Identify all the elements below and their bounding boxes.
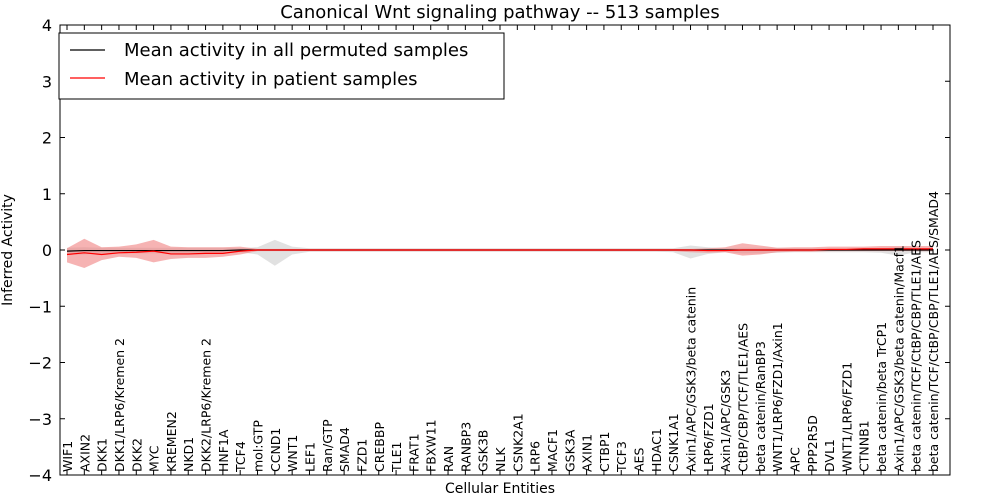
y-tick-label: 3 [42,72,52,91]
x-tick-label: WNT1 [285,435,300,472]
x-tick-label: TCF4 [233,441,248,473]
x-tick-label: RAN [441,446,456,472]
x-tick-label: PPP2R5D [805,415,820,472]
x-tick-label: mol:GTP [251,420,266,472]
x-tick-label: HDAC1 [649,428,664,472]
patient-band [67,238,933,268]
x-tick-label: DKK2/LRP6/Kremen 2 [199,338,214,472]
x-tick-label: TCF3 [614,441,629,473]
x-axis-ticks: WIF1 AXIN2 DKK1 DKK1/LRP6/Kremen 2 DKK2 MYC KR… [60,25,941,475]
x-tick-label: MYC [147,445,162,472]
x-tick-label: Axin1/APC/GSK3/beta catenin/Macf1 [891,245,906,472]
y-axis-label: Inferred Activity [0,194,16,306]
x-tick-label: WNT1/LRP6/FZD1 [839,362,854,472]
x-tick-label: LEF1 [302,442,317,472]
x-tick-label: MACF1 [545,429,560,472]
confidence-bands [67,238,933,268]
x-tick-label: GSK3A [562,429,577,472]
x-tick-label: APC [787,447,802,472]
x-tick-label: LRP6/FZD1 [701,403,716,472]
x-tick-label: CSNK1A1 [666,413,681,472]
legend-box [58,32,505,100]
x-tick-label: Axin1/APC/GSK3 [718,370,733,472]
y-tick-label: −3 [28,410,52,429]
x-tick-label: NKD1 [181,437,196,472]
x-tick-label: GSK3B [476,430,491,472]
y-tick-label: −2 [28,354,52,373]
x-tick-label: WIF1 [60,441,75,472]
permuted-band [67,239,933,266]
x-tick-label: FZD1 [354,439,369,472]
x-tick-label: FBXW11 [424,419,439,472]
legend-label-patient: Mean activity in patient samples [124,69,418,90]
y-tick-label: 2 [42,129,52,148]
y-tick-label: −4 [28,466,52,485]
x-tick-label: NLK [493,447,508,472]
x-tick-label: Axin1/APC/GSK3/beta catenin [684,287,699,472]
x-tick-label: CCND1 [268,428,283,472]
x-tick-label: FRAT1 [406,433,421,472]
chart-title: Canonical Wnt signaling pathway -- 513 s… [280,2,720,23]
x-tick-label: DKK1 [95,438,110,472]
legend: Mean activity in all permuted samples Me… [58,32,505,100]
x-tick-label: WNT1/LRP6/FZD1/Axin1 [770,322,785,472]
x-tick-label: AXIN1 [580,434,595,472]
y-tick-label: 1 [42,185,52,204]
x-tick-label: AES [632,448,647,472]
x-tick-label: HNF1A [216,429,231,472]
legend-label-permuted: Mean activity in all permuted samples [124,40,468,61]
x-tick-label: beta catenin/beta TrCP1 [874,322,889,472]
x-tick-label: RANBP3 [458,422,473,472]
x-tick-label: beta catenin/TCF/CtBP/CBP/TLE1/AES [909,240,924,472]
series-lines [66,248,933,256]
x-tick-label: CTBP1 [597,432,612,472]
patient-mean-line [66,248,933,256]
x-tick-label: CtBP/CBP/TCF/TLE1/AES [735,323,750,472]
y-tick-label: 0 [42,241,52,260]
x-tick-label: KREMEN2 [164,411,179,472]
x-tick-label: CSNK2A1 [510,413,525,472]
y-tick-label: 4 [42,16,52,35]
x-tick-label: DVL1 [822,439,837,472]
plot-frame [59,24,951,476]
x-tick-label: DKK1/LRP6/Kremen 2 [112,338,127,472]
x-tick-label: LRP6 [528,441,543,472]
x-tick-label: AXIN2 [77,434,92,472]
y-axis-ticks: 4 3 2 1 0 −1 −2 −3 −4 [28,16,950,485]
x-tick-label: beta catenin/RanBP3 [753,341,768,472]
x-tick-label: CTNNB1 [857,420,872,472]
x-tick-label: SMAD4 [337,427,352,472]
x-tick-label: Ran/GTP [320,419,335,472]
x-axis-label: Cellular Entities [445,481,555,497]
y-tick-label: −1 [28,297,52,316]
x-tick-label: beta catenin/TCF/CtBP/CBP/TLE1/AES/SMAD4 [926,191,941,472]
x-tick-label: TLE1 [389,442,404,473]
x-tick-label: CREBBP [372,422,387,472]
x-tick-label: DKK2 [129,438,144,472]
